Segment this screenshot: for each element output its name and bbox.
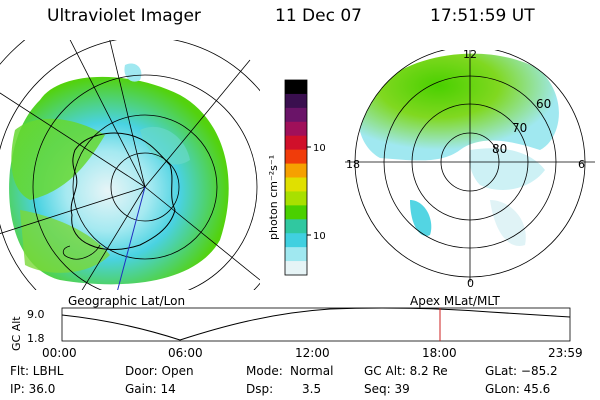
colorbar-swatch — [285, 219, 307, 234]
aurora-image-right — [358, 53, 559, 161]
time-label: 17:51:59 UT — [430, 6, 535, 26]
dsp-label: Dsp: — [246, 382, 274, 396]
x-tick-1: 06:00 — [168, 346, 203, 360]
mlt-label-0: 0 — [467, 277, 474, 290]
colorbar-swatch — [285, 93, 307, 109]
mode-label: Mode: — [246, 364, 283, 378]
colorbar-swatch — [285, 205, 307, 220]
instrument-title: Ultraviolet Imager — [47, 6, 201, 26]
colorbar-tick-100: 100 — [313, 143, 325, 154]
dsp-value: 3.5 — [302, 382, 322, 396]
colorbar-swatch — [285, 177, 307, 192]
continent-outline — [70, 132, 176, 250]
colorbar-swatch — [285, 191, 307, 206]
x-tick-2: 12:00 — [295, 346, 330, 360]
alt-ymin: 1.8 — [27, 332, 45, 345]
mlt-label-12: 12 — [463, 50, 477, 61]
colorbar-swatch — [285, 121, 307, 137]
x-tick-4: 23:59 — [548, 346, 583, 360]
filter-label: Flt: LBHL — [10, 364, 64, 378]
colorbar-swatch — [285, 247, 307, 262]
altitude-plot: 9.0 1.8 GC Alt — [10, 307, 571, 351]
colorbar-swatch — [285, 149, 307, 165]
altitude-curve — [61, 307, 571, 341]
glat-label: GLat: −85.2 — [485, 364, 558, 378]
colorbar-swatch — [285, 107, 307, 123]
ip-label: IP: 36.0 — [10, 382, 56, 396]
colorbar-swatch — [285, 135, 307, 151]
x-tick-0: 00:00 — [42, 346, 77, 360]
geographic-map — [0, 40, 260, 290]
mlat-label-70: 70 — [512, 121, 527, 135]
alt-ylabel: GC Alt — [10, 316, 23, 351]
colorbar-swatch — [285, 233, 307, 248]
colorbar-tick-10: 10 — [313, 231, 325, 242]
x-tick-3: 18:00 — [422, 346, 457, 360]
seq-label: Seq: 39 — [364, 382, 410, 396]
date-label: 11 Dec 07 — [275, 6, 362, 26]
apex-caption: Apex MLat/MLT — [410, 294, 500, 308]
mode-value: Normal — [290, 364, 334, 378]
mlt-label-6: 6 — [578, 158, 585, 171]
glon-label: GLon: 45.6 — [485, 382, 551, 396]
colorbar: 100 10 photon cm⁻²s⁻¹ — [267, 79, 325, 276]
geographic-caption: Geographic Lat/Lon — [68, 294, 186, 308]
colorbar-label: photon cm⁻²s⁻¹ — [267, 155, 280, 240]
colorbar-swatch — [285, 163, 307, 178]
colorbar-swatch — [285, 80, 307, 95]
mlat-label-60: 60 — [536, 97, 551, 111]
door-label: Door: Open — [125, 364, 194, 378]
terminator-line — [117, 186, 146, 290]
gain-label: Gain: 14 — [125, 382, 176, 396]
colorbar-swatch — [285, 261, 307, 276]
mlt-label-18: 18 — [346, 158, 360, 171]
alt-ymax: 9.0 — [27, 308, 45, 321]
gc-alt-label: GC Alt: 8.2 Re — [364, 364, 448, 378]
mlat-label-80: 80 — [492, 142, 507, 156]
magnetic-map: 12 18 6 0 60 70 80 — [345, 50, 595, 290]
